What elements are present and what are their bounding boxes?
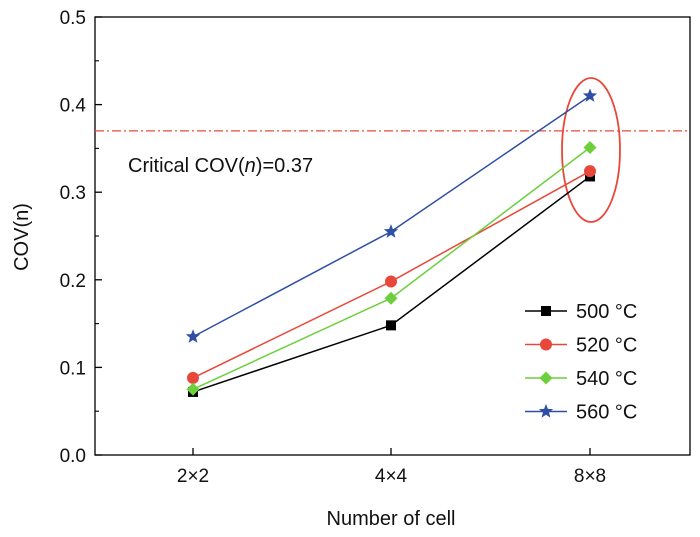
critical-annotation: Critical COV(n)=0.37	[128, 155, 313, 177]
y-tick-label: 0.3	[60, 183, 86, 204]
legend-item: 560 °C	[525, 402, 637, 424]
y-tick-label: 0.4	[60, 96, 87, 117]
data-point	[185, 329, 201, 343]
legend-label: 560 °C	[576, 402, 637, 424]
x-tick-label: 2×2	[177, 466, 209, 487]
legend-swatch-marker	[539, 371, 553, 385]
x-tick-label: 8×8	[574, 466, 606, 487]
data-point	[584, 165, 596, 178]
legend-item: 500 °C	[525, 301, 637, 323]
data-point	[187, 371, 199, 384]
series-line	[192, 170, 591, 379]
legend-swatch-marker	[538, 404, 554, 418]
data-point	[186, 382, 200, 396]
highlight-ellipse	[561, 77, 621, 223]
series-3	[185, 88, 598, 343]
legend-label: 540 °C	[576, 368, 637, 390]
y-axis-title: COV(n)	[11, 203, 33, 271]
legend-swatch-marker	[541, 306, 551, 316]
legend-swatch-marker	[540, 338, 552, 351]
legend-label: 520 °C	[576, 335, 637, 357]
y-axis: 0.0 0.1 0.2 0.3 0.4 0.5	[60, 8, 102, 467]
annotation-suffix: )=0.37	[256, 155, 313, 177]
y-tick-label: 0.1	[60, 358, 86, 379]
legend-label: 500 °C	[576, 301, 637, 323]
data-point	[582, 88, 598, 102]
legend: 500 °C 520 °C 540 °C 560 °C	[525, 301, 637, 424]
data-point	[384, 291, 398, 305]
annotation-prefix: Critical COV(	[128, 155, 245, 177]
x-axis-title: Number of cell	[327, 508, 456, 530]
x-tick-label: 4×4	[375, 466, 408, 487]
series-line	[192, 146, 591, 390]
annotation-var: n	[245, 155, 256, 177]
data-point	[583, 141, 597, 155]
data-point	[383, 224, 399, 238]
legend-item: 520 °C	[525, 335, 637, 357]
data-point	[386, 320, 396, 331]
y-tick-label: 0.5	[60, 8, 86, 29]
y-tick-label: 0.2	[60, 271, 86, 292]
series-layer	[185, 88, 598, 397]
x-axis: 2×2 4×4 8×8	[177, 448, 606, 487]
highlight-ellipse-shape	[561, 77, 621, 223]
data-point	[385, 275, 397, 288]
series-2	[186, 141, 597, 396]
series-1	[187, 165, 596, 384]
legend-item: 540 °C	[525, 368, 637, 390]
y-tick-label: 0.0	[60, 446, 86, 467]
